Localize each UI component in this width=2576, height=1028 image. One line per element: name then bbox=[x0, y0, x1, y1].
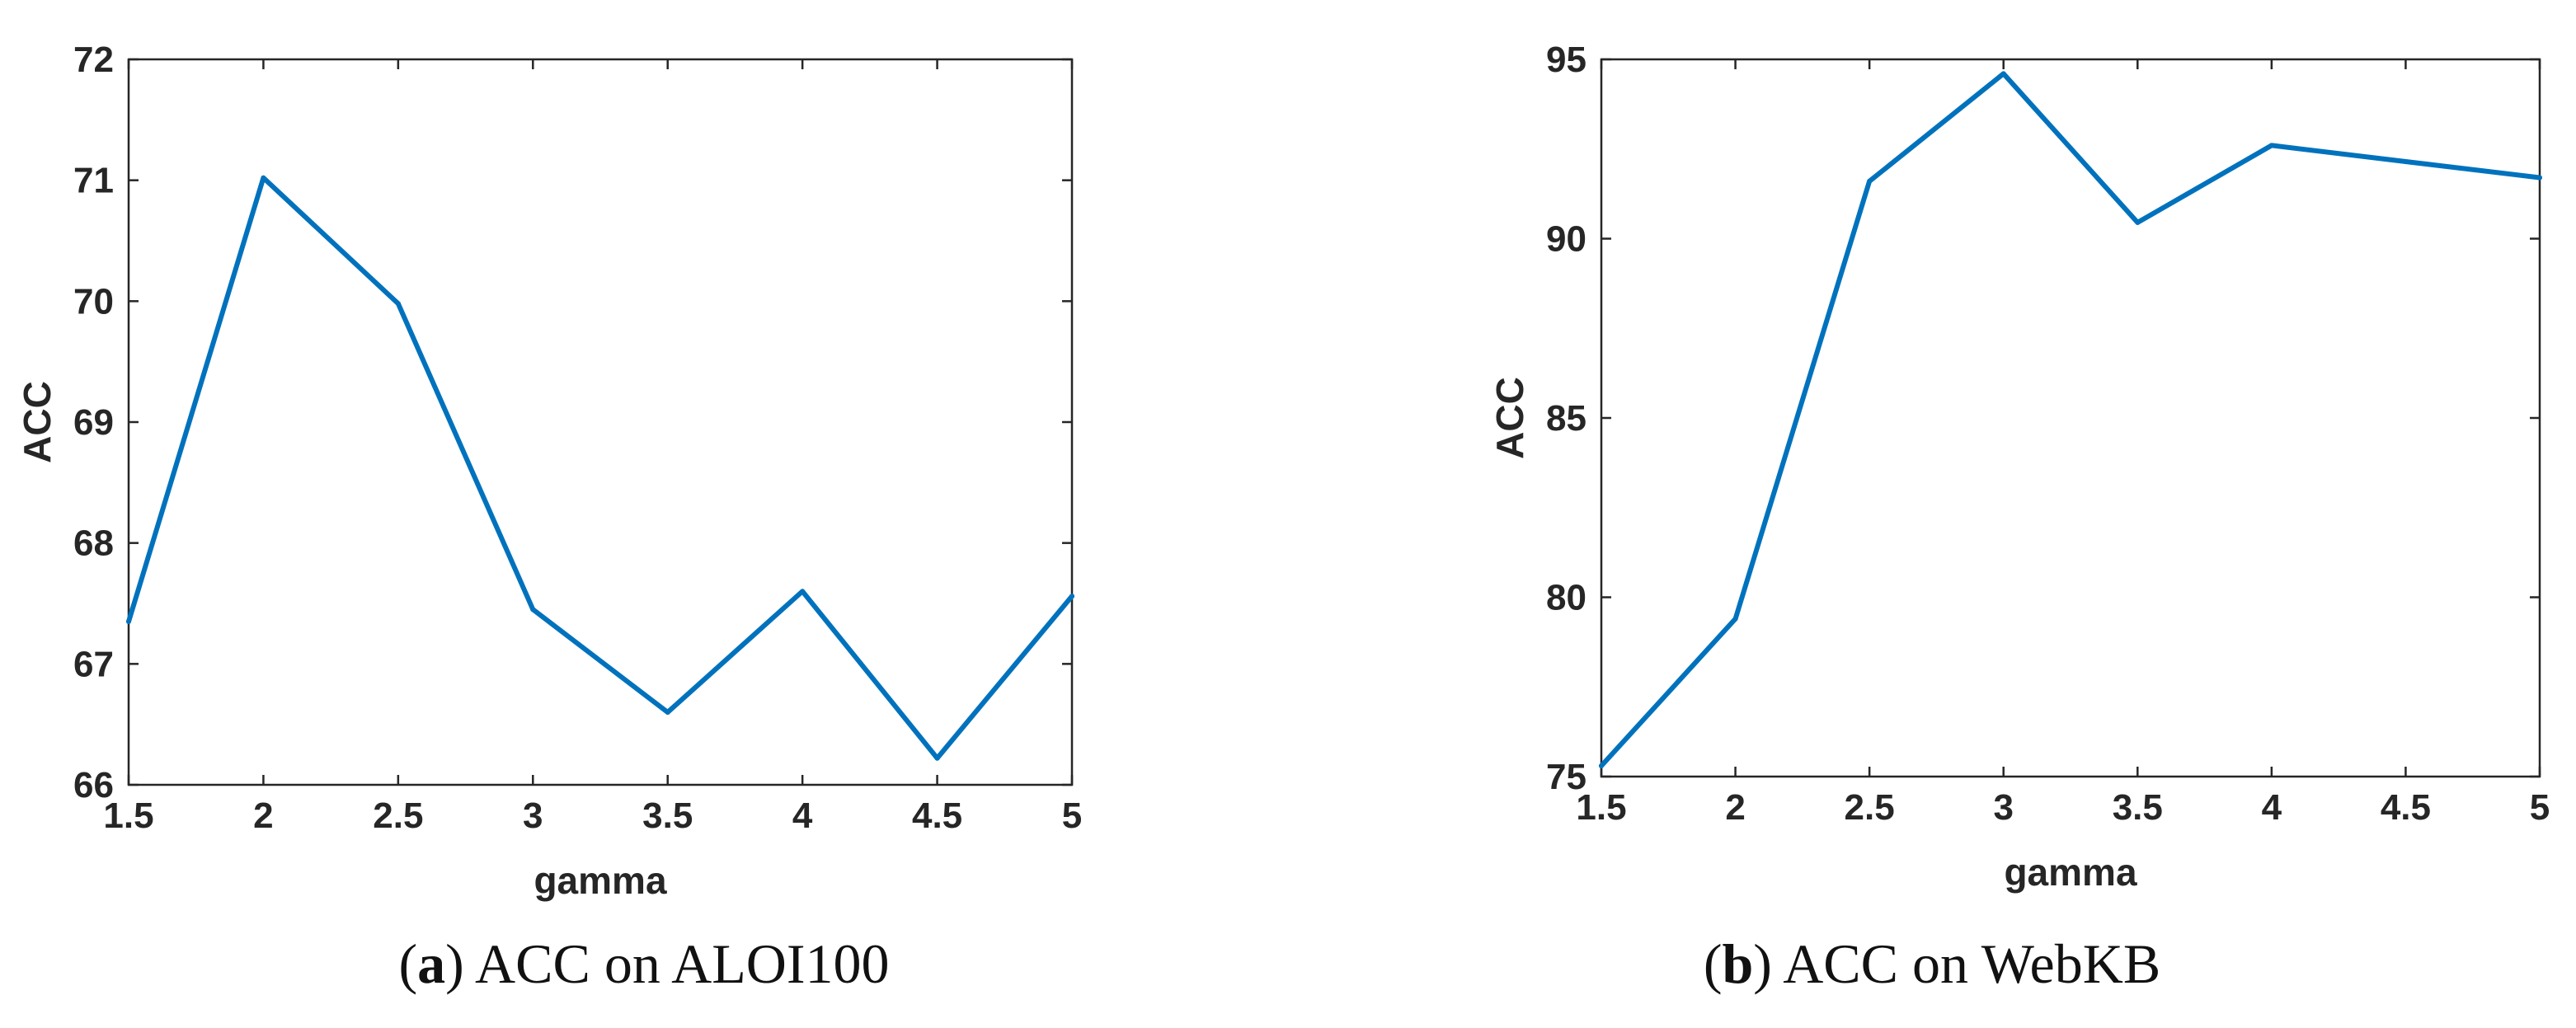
x-tick-label: 3 bbox=[1993, 787, 2013, 828]
data-point bbox=[2268, 143, 2274, 148]
x-tick-label: 4 bbox=[792, 796, 813, 836]
y-tick-label: 95 bbox=[1546, 40, 1586, 80]
data-point bbox=[261, 175, 266, 181]
x-tick-label: 3 bbox=[523, 796, 543, 836]
y-tick-label: 90 bbox=[1546, 219, 1586, 260]
x-tick-label: 3.5 bbox=[642, 796, 693, 836]
data-point bbox=[800, 589, 806, 594]
data-point bbox=[1867, 178, 1873, 184]
x-tick-label: 5 bbox=[2530, 787, 2550, 828]
data-point bbox=[2135, 219, 2141, 225]
data-point bbox=[1732, 616, 1738, 622]
data-point bbox=[126, 619, 131, 624]
series-line bbox=[126, 175, 1074, 761]
data-point bbox=[934, 755, 940, 761]
caption-a-label: a bbox=[417, 932, 446, 995]
x-tick-label: 1.5 bbox=[1576, 787, 1626, 828]
y-tick-label: 70 bbox=[73, 281, 114, 322]
y-axis-label: ACC bbox=[1488, 377, 1531, 459]
x-tick-label: 4.5 bbox=[912, 796, 962, 836]
data-point bbox=[2000, 71, 2006, 77]
x-tick-label: 2.5 bbox=[1845, 787, 1895, 828]
y-tick-label: 85 bbox=[1546, 398, 1586, 439]
x-tick-label: 2 bbox=[1725, 787, 1745, 828]
x-axis-label: gamma bbox=[2004, 851, 2136, 894]
data-point bbox=[665, 710, 670, 715]
caption-b-text: ACC on WebKB bbox=[1783, 932, 2161, 995]
line-chart-b: 1.5 2 2.5 3 3.5 4 4.5 5 75 80 85 90 95 gamma ACC bbox=[1488, 40, 2550, 894]
y-tick-label: 80 bbox=[1546, 578, 1586, 618]
y-tick-label: 68 bbox=[73, 523, 114, 564]
y-axis-label: ACC bbox=[16, 381, 59, 463]
data-point bbox=[1069, 594, 1074, 599]
caption-a-text: ACC on ALOI100 bbox=[475, 932, 890, 995]
y-tick-label: 69 bbox=[73, 402, 114, 443]
data-point bbox=[395, 301, 401, 307]
y-tick-label: 71 bbox=[73, 161, 114, 201]
caption-b: (b) ACC on WebKB bbox=[1703, 932, 2161, 995]
x-tick-label: 5 bbox=[1062, 796, 1082, 836]
chart-panel-b: 1.5 2 2.5 3 3.5 4 4.5 5 75 80 85 90 95 gamma ACC (b) A… bbox=[1288, 0, 2576, 1028]
series-line bbox=[1599, 71, 2542, 768]
x-axis-label: gamma bbox=[534, 859, 666, 902]
y-tick-label: 72 bbox=[73, 40, 114, 80]
x-tick-label: 3.5 bbox=[2113, 787, 2163, 828]
caption-b-label: b bbox=[1722, 932, 1754, 995]
plot-frame bbox=[127, 58, 1074, 786]
x-tick-label: 2.5 bbox=[373, 796, 423, 836]
data-point bbox=[2537, 175, 2542, 181]
data-point bbox=[1599, 763, 1604, 768]
y-tick-label: 75 bbox=[1546, 757, 1586, 797]
plot-frame bbox=[1600, 58, 2541, 778]
x-tick-label: 2 bbox=[253, 796, 273, 836]
y-tick-label: 67 bbox=[73, 644, 114, 684]
x-tick-label: 4.5 bbox=[2381, 787, 2431, 828]
data-point bbox=[530, 607, 536, 613]
x-tick-label: 1.5 bbox=[103, 796, 153, 836]
data-point bbox=[2403, 158, 2409, 164]
line-chart-a: 1.5 2 2.5 3 3.5 4 4.5 5 66 67 68 69 70 71 72 gamma ACC bbox=[16, 40, 1082, 902]
caption-a: (a) ACC on ALOI100 bbox=[398, 932, 890, 995]
y-tick-label: 66 bbox=[73, 765, 114, 805]
x-tick-label: 4 bbox=[2262, 787, 2282, 828]
chart-panel-a: 1.5 2 2.5 3 3.5 4 4.5 5 66 67 68 69 70 71 72 gamma ACC (… bbox=[16, 40, 1082, 995]
